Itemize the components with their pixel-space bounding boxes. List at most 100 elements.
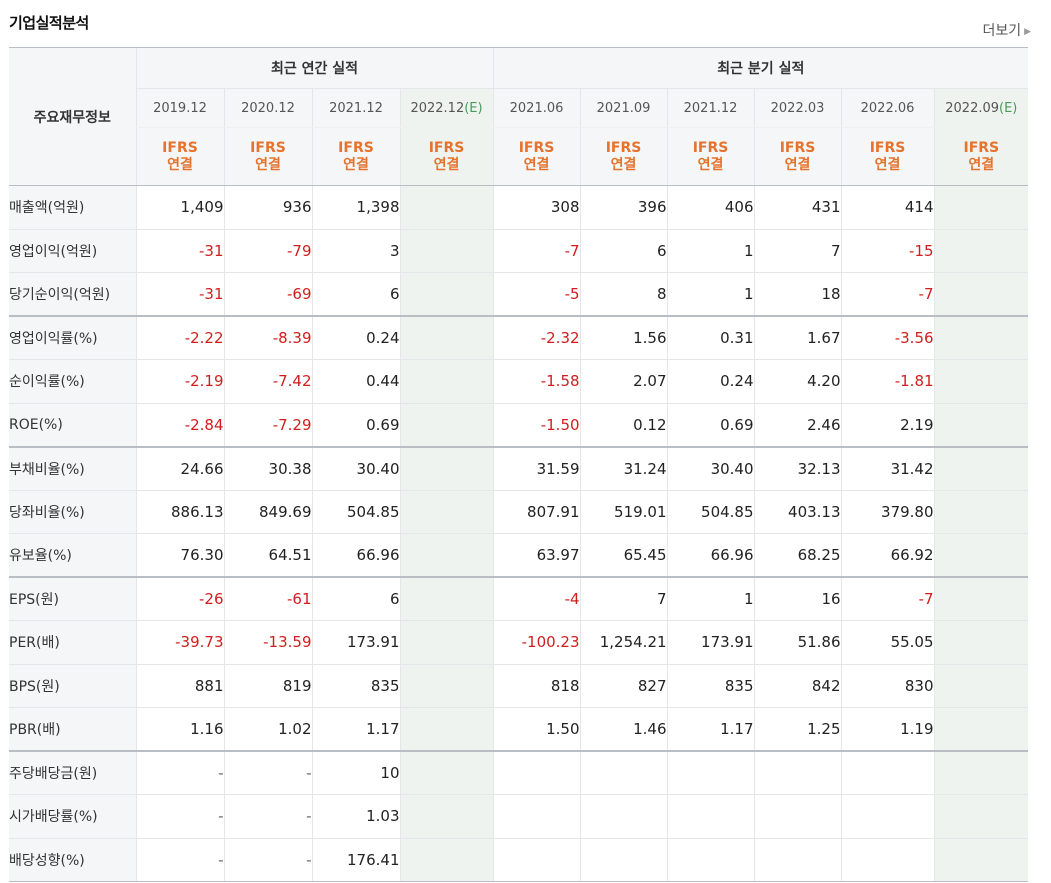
table-cell xyxy=(666,750,755,795)
table-cell: 10 xyxy=(311,750,400,795)
table-cell: 8 xyxy=(579,272,668,317)
table-cell: -13.59 xyxy=(223,620,312,665)
table-cell: -3.56 xyxy=(840,315,935,360)
row-label: 당좌비율(%) xyxy=(9,490,136,534)
table-cell: -1.58 xyxy=(492,359,581,404)
table-cell xyxy=(666,838,755,882)
ifrs-badge: IFRS 연결 xyxy=(753,127,842,186)
table-cell: 0.44 xyxy=(311,359,400,404)
table-cell xyxy=(840,750,935,795)
table-cell: - xyxy=(135,750,224,795)
ifrs-badge: IFRS 연결 xyxy=(840,127,935,186)
period-label: 2021.06 xyxy=(509,100,564,116)
table-row: 매출액(억원) 1,409 936 1,398 308 396 406 431 414 xyxy=(9,185,1029,230)
table-cell: 7 xyxy=(579,576,668,621)
annual-group-header: 최근 연간 실적 xyxy=(135,47,494,89)
row-label: EPS(원) xyxy=(9,576,136,621)
table-cell xyxy=(933,794,1029,839)
table-cell: -39.73 xyxy=(135,620,224,665)
table-cell: -2.84 xyxy=(135,403,224,447)
period-header: 2022.03 xyxy=(753,88,842,128)
table-cell: -31 xyxy=(135,229,224,273)
table-cell: 396 xyxy=(579,185,668,230)
table-cell xyxy=(399,838,494,882)
table-cell: -1.50 xyxy=(492,403,581,447)
row-label: BPS(원) xyxy=(9,664,136,708)
table-cell: 835 xyxy=(666,664,755,708)
table-cell: 0.31 xyxy=(666,315,755,360)
table-cell: -5 xyxy=(492,272,581,317)
table-row: BPS(원) 881 819 835 818 827 835 842 830 xyxy=(9,664,1029,708)
period-label: 2021.12 xyxy=(329,100,383,116)
table-cell: 1,254.21 xyxy=(579,620,668,665)
row-label: 부채비율(%) xyxy=(9,445,136,491)
table-cell xyxy=(492,838,581,882)
table-cell xyxy=(399,359,494,404)
chevron-right-icon: ▶ xyxy=(1024,27,1031,37)
table-cell: 4.20 xyxy=(753,359,842,404)
table-cell: 881 xyxy=(135,664,224,708)
table-cell: 504.85 xyxy=(311,490,400,534)
table-cell xyxy=(579,838,668,882)
table-cell xyxy=(933,576,1029,621)
row-label: 시가배당률(%) xyxy=(9,794,136,839)
row-label: 영업이익(억원) xyxy=(9,229,136,273)
table-cell: 1 xyxy=(666,229,755,273)
table-cell: 849.69 xyxy=(223,490,312,534)
table-cell: -4 xyxy=(492,576,581,621)
table-cell: 1.17 xyxy=(311,707,400,752)
table-cell: 173.91 xyxy=(311,620,400,665)
table-cell: 30.38 xyxy=(223,445,312,491)
estimate-mark: (E) xyxy=(999,100,1018,116)
table-cell: 65.45 xyxy=(579,533,668,578)
table-row: 주당배당금(원) - -10 xyxy=(9,750,1029,795)
table-cell: -15 xyxy=(840,229,935,273)
table-cell xyxy=(753,794,842,839)
more-label: 더보기 xyxy=(982,23,1022,39)
table-cell: 0.24 xyxy=(311,315,400,360)
table-cell xyxy=(933,664,1029,708)
table-cell xyxy=(399,403,494,447)
row-label: 당기순이익(억원) xyxy=(9,272,136,317)
row-label: 유보율(%) xyxy=(9,533,136,578)
financial-table: 주요재무정보 최근 연간 실적 최근 분기 실적 2019.12 2020.12 2… xyxy=(9,47,1029,882)
table-cell xyxy=(933,838,1029,882)
table-cell: 24.66 xyxy=(135,445,224,491)
period-label: 2021.12 xyxy=(683,100,738,116)
table-cell: 842 xyxy=(753,664,842,708)
table-row: 영업이익(억원) -31 -79 3 -7 6 1 7 -15 xyxy=(9,229,1029,273)
table-cell: -7 xyxy=(492,229,581,273)
table-cell: - xyxy=(223,794,312,839)
table-cell xyxy=(840,838,935,882)
table-cell: 0.69 xyxy=(666,403,755,447)
table-cell xyxy=(753,838,842,882)
period-label: 2021.09 xyxy=(596,100,651,116)
table-row: 부채비율(%) 24.66 30.38 30.40 31.59 31.24 30.40 32.… xyxy=(9,445,1029,491)
table-cell: 1.50 xyxy=(492,707,581,752)
table-cell xyxy=(399,533,494,578)
table-cell: 66.92 xyxy=(840,533,935,578)
ifrs-badge: IFRS 연결 xyxy=(135,127,224,186)
row-label: ROE(%) xyxy=(9,403,136,447)
more-link[interactable]: 더보기 ▶ xyxy=(982,20,1031,40)
period-header: 2021.09 xyxy=(579,88,668,128)
table-cell xyxy=(399,490,494,534)
table-cell: -79 xyxy=(223,229,312,273)
table-cell: 2.07 xyxy=(579,359,668,404)
table-cell: 1.25 xyxy=(753,707,842,752)
table-row: 유보율(%) 76.30 64.51 66.96 63.97 65.45 66.96 68.2… xyxy=(9,533,1029,578)
table-cell: 1.16 xyxy=(135,707,224,752)
period-label: 2020.12 xyxy=(241,100,295,116)
table-cell: 55.05 xyxy=(840,620,935,665)
table-cell: -1.81 xyxy=(840,359,935,404)
table-cell: -61 xyxy=(223,576,312,621)
table-cell: 1,398 xyxy=(311,185,400,230)
table-cell: 66.96 xyxy=(311,533,400,578)
table-cell xyxy=(399,229,494,273)
table-cell: 807.91 xyxy=(492,490,581,534)
table-cell: 830 xyxy=(840,664,935,708)
table-cell xyxy=(399,185,494,230)
table-cell: 1.67 xyxy=(753,315,842,360)
table-cell: 827 xyxy=(579,664,668,708)
table-cell: 1.17 xyxy=(666,707,755,752)
